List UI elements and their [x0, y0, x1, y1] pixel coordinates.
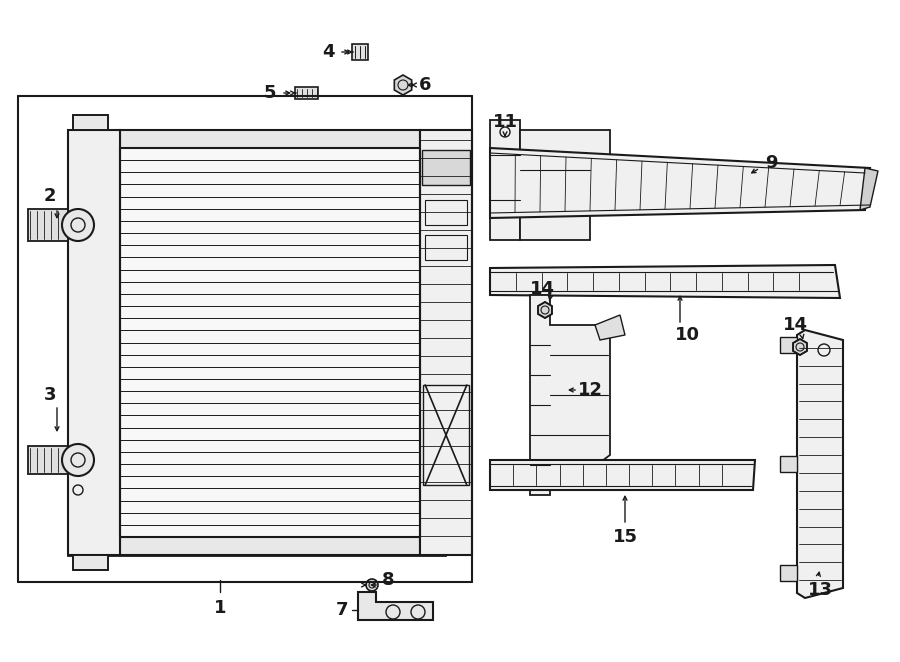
Polygon shape	[120, 537, 420, 555]
Polygon shape	[490, 265, 840, 298]
Text: 14: 14	[782, 316, 807, 334]
Polygon shape	[120, 130, 420, 148]
Polygon shape	[797, 330, 843, 598]
Polygon shape	[520, 130, 610, 155]
Text: 11: 11	[492, 113, 517, 131]
Polygon shape	[295, 87, 318, 99]
Polygon shape	[358, 592, 433, 620]
Text: 9: 9	[765, 154, 778, 172]
Text: 12: 12	[578, 381, 602, 399]
Text: 8: 8	[382, 571, 394, 589]
Polygon shape	[780, 456, 797, 472]
Text: 13: 13	[807, 581, 833, 599]
Polygon shape	[490, 460, 755, 490]
Polygon shape	[490, 148, 870, 218]
Text: 2: 2	[44, 187, 56, 205]
Polygon shape	[352, 44, 368, 60]
Text: 4: 4	[322, 43, 334, 61]
Polygon shape	[73, 555, 108, 570]
Polygon shape	[780, 337, 797, 353]
Text: 15: 15	[613, 528, 637, 546]
Polygon shape	[530, 295, 610, 495]
Polygon shape	[73, 115, 108, 130]
Polygon shape	[793, 339, 807, 355]
Circle shape	[62, 209, 94, 241]
Polygon shape	[28, 446, 68, 474]
Text: 3: 3	[44, 386, 56, 404]
Polygon shape	[28, 209, 68, 241]
Text: 10: 10	[674, 326, 699, 344]
Text: 7: 7	[336, 601, 348, 619]
Polygon shape	[860, 168, 878, 210]
Polygon shape	[490, 120, 520, 240]
Polygon shape	[68, 130, 120, 555]
Polygon shape	[780, 565, 797, 581]
Circle shape	[62, 444, 94, 476]
Text: 1: 1	[214, 599, 226, 617]
Text: 14: 14	[529, 280, 554, 298]
Polygon shape	[595, 315, 625, 340]
Polygon shape	[538, 302, 552, 318]
Polygon shape	[520, 200, 590, 240]
Polygon shape	[422, 150, 470, 185]
Polygon shape	[394, 75, 411, 95]
Text: 6: 6	[418, 76, 431, 94]
Text: 5: 5	[264, 84, 276, 102]
Circle shape	[366, 579, 378, 591]
Polygon shape	[420, 130, 472, 555]
Polygon shape	[68, 130, 445, 555]
